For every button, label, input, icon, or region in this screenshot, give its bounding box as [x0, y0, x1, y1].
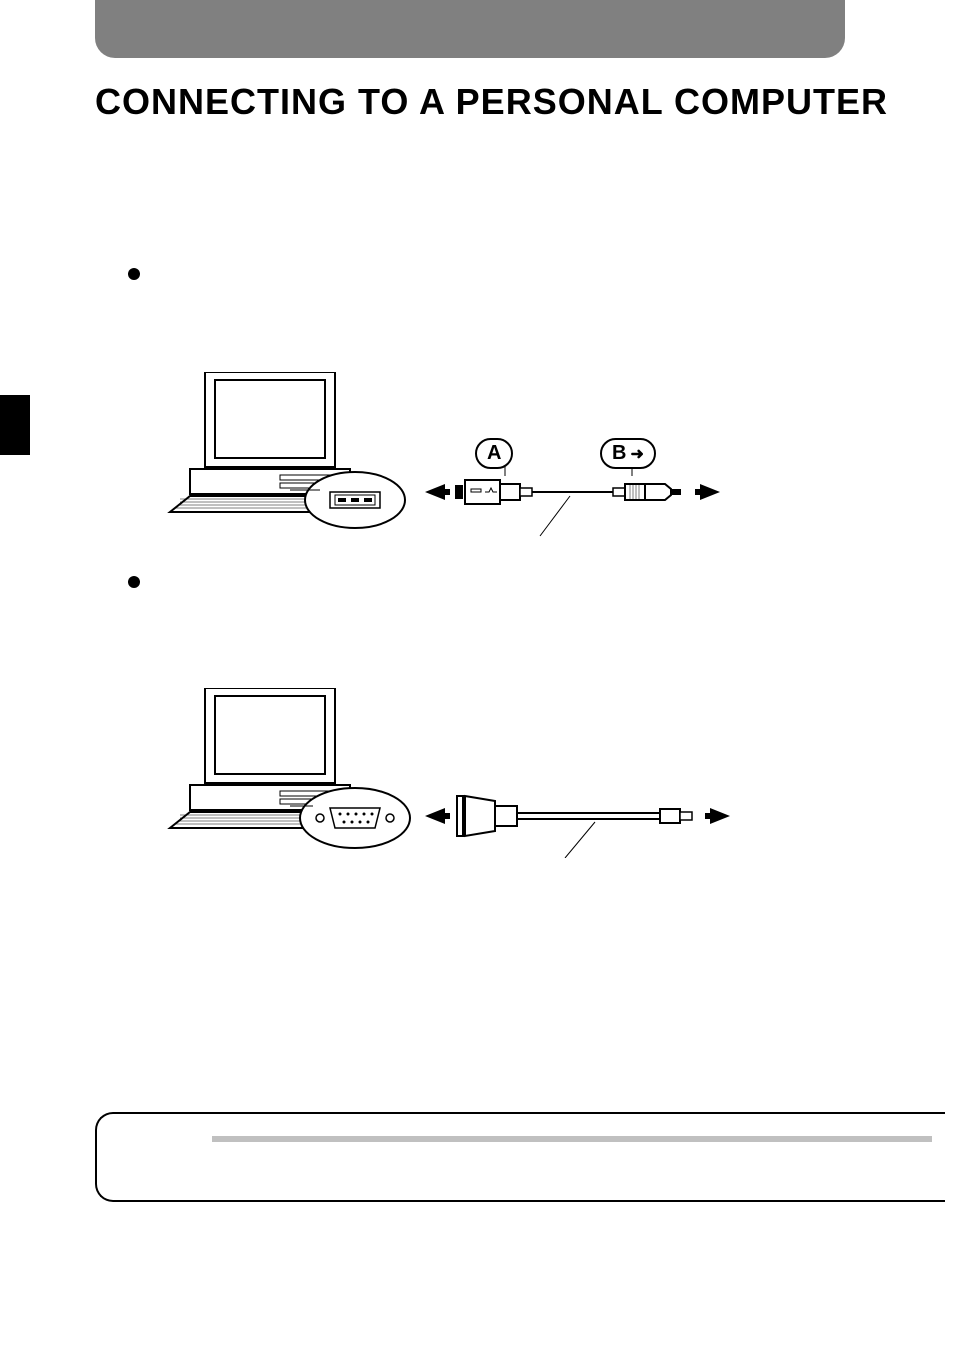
label-a: A	[475, 438, 513, 469]
bullet-1	[128, 268, 140, 280]
bottom-info-box	[95, 1112, 945, 1202]
page-title: CONNECTING TO A PERSONAL COMPUTER	[95, 80, 888, 123]
label-b-text: B	[612, 442, 626, 465]
header-bar	[95, 0, 845, 58]
diagram-serial	[165, 688, 775, 858]
bullet-2	[128, 576, 140, 588]
label-b-arrow: ➜	[630, 444, 643, 464]
bottom-box-divider	[212, 1136, 932, 1142]
label-b: B ➜	[600, 438, 656, 469]
diagram-usb	[165, 372, 775, 542]
label-a-text: A	[487, 442, 501, 465]
side-tab	[0, 395, 30, 455]
